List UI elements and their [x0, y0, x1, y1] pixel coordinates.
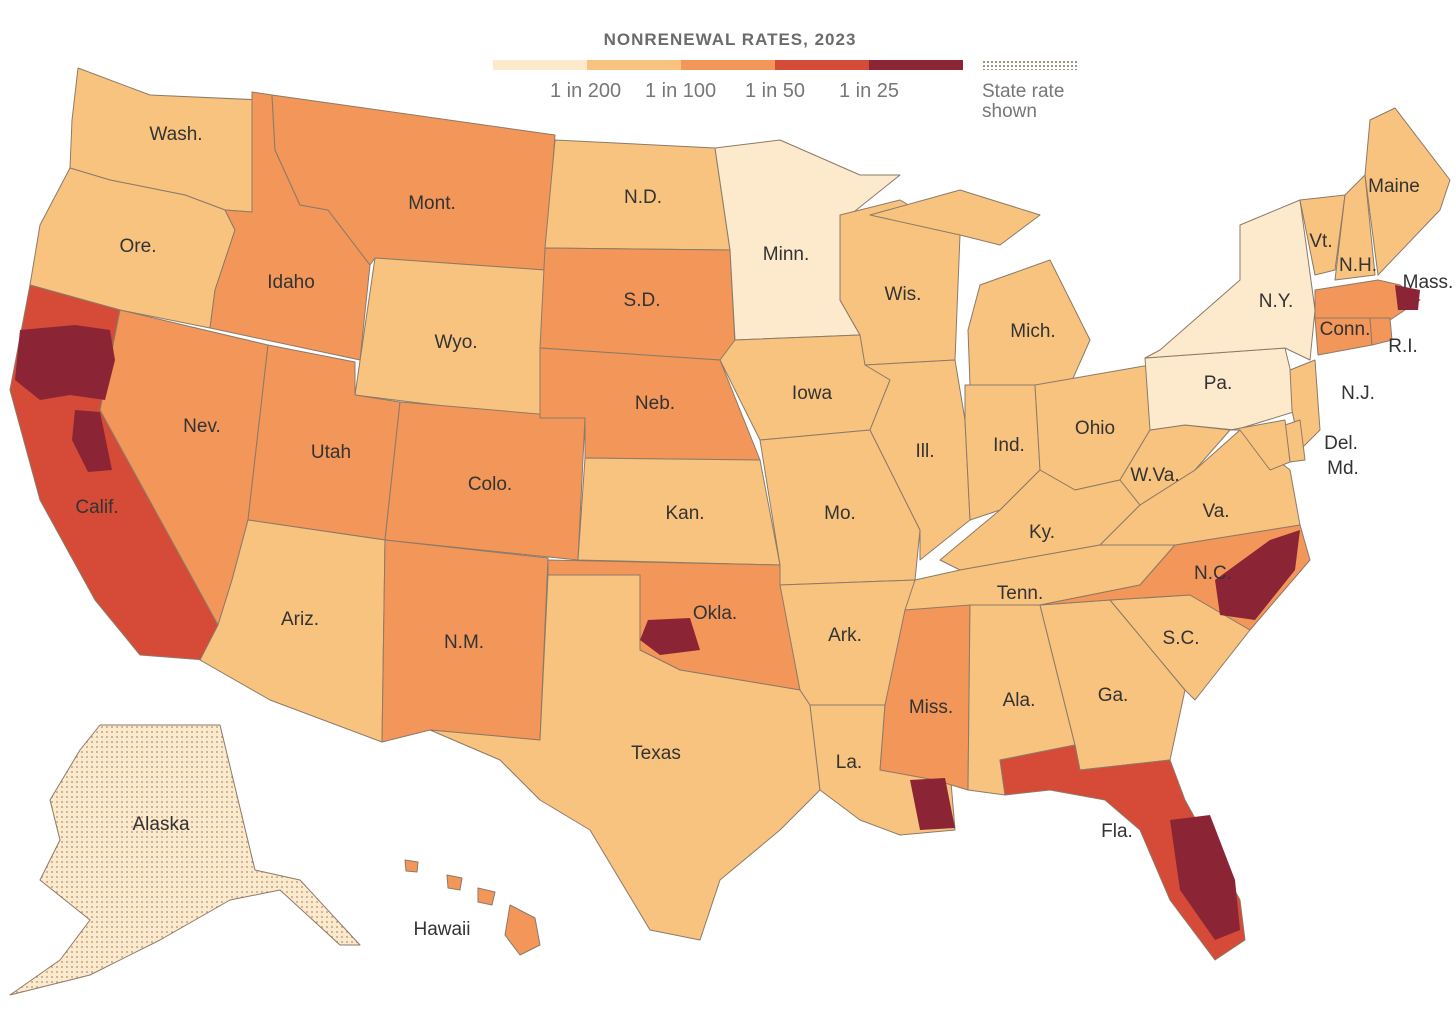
state-label-la: La. — [835, 752, 863, 773]
state-label-ariz: Ariz. — [281, 609, 319, 630]
state-label-miss: Miss. — [908, 697, 954, 718]
hotspot-calif-sierra — [72, 410, 112, 472]
state-label-md: Md. — [1327, 458, 1359, 479]
state-label-alaska: Alaska — [132, 814, 190, 835]
state-label-colo: Colo. — [467, 474, 513, 495]
legend-swatch-1 — [493, 60, 587, 70]
state-label-wyo: Wyo. — [434, 332, 478, 353]
state-label-iowa: Iowa — [791, 383, 833, 404]
state-shape-ri — [1369, 317, 1393, 346]
state-label-nd: N.D. — [624, 187, 662, 208]
state-label-vt: Vt. — [1309, 231, 1333, 252]
state-shape-hawaii-oahu — [446, 874, 463, 891]
legend-swatch-5 — [869, 60, 963, 70]
state-label-ore: Ore. — [119, 236, 157, 257]
state-label-kan: Kan. — [665, 503, 705, 524]
state-label-nev: Nev. — [183, 416, 221, 437]
state-label-pa: Pa. — [1203, 373, 1233, 394]
hotspot-okla — [640, 618, 700, 655]
state-label-okla: Okla. — [692, 603, 738, 624]
state-shape-texas — [429, 574, 821, 941]
legend-title: NONRENEWAL RATES, 2023 — [603, 30, 857, 49]
state-label-wva: W.Va. — [1130, 465, 1180, 486]
state-label-va: Va. — [1202, 501, 1230, 522]
state-label-nh: N.H. — [1339, 255, 1377, 276]
state-shape-hawaii-maui — [477, 887, 496, 906]
state-shape-ny — [1144, 199, 1316, 361]
state-label-hawaii: Hawaii — [413, 919, 471, 940]
state-shape-fla — [999, 744, 1246, 961]
state-label-ark: Ark. — [828, 625, 862, 646]
state-label-mich: Mich. — [1010, 321, 1056, 342]
state-label-nj: N.J. — [1341, 383, 1375, 404]
state-label-minn: Minn. — [762, 244, 810, 265]
state-label-mo: Mo. — [824, 503, 856, 524]
hotspot-calif-north — [15, 325, 115, 400]
state-label-ohio: Ohio — [1074, 418, 1116, 439]
state-label-neb: Neb. — [634, 393, 676, 414]
state-label-tenn: Tenn. — [996, 583, 1044, 604]
state-label-ny: N.Y. — [1258, 291, 1294, 312]
legend-tick-label: 1 in 200 — [550, 80, 622, 102]
state-label-wis: Wis. — [884, 284, 922, 305]
legend-swatch-3 — [681, 60, 775, 70]
state-label-idaho: Idaho — [267, 272, 315, 293]
hotspot-nc — [1215, 530, 1300, 620]
legend-swatch-2 — [587, 60, 681, 70]
state-label-wash: Wash. — [149, 124, 203, 145]
state-label-sd: S.D. — [623, 290, 661, 311]
state-label-conn: Conn. — [1319, 319, 1371, 340]
state-label-mass: Mass. — [1402, 272, 1454, 293]
state-shape-maine — [1364, 107, 1451, 276]
state-label-ri: R.I. — [1388, 336, 1418, 357]
hotspot-la — [910, 778, 955, 830]
state-shape-ill — [864, 359, 971, 561]
state-label-del: Del. — [1324, 433, 1358, 454]
legend-stipple-label: State rate shown — [982, 81, 1065, 122]
state-label-ill: Ill. — [915, 441, 935, 462]
hotspot-fla — [1170, 815, 1240, 940]
state-shape-hawaii-big — [504, 904, 541, 956]
state-shape-md — [1229, 419, 1291, 471]
state-label-nm: N.M. — [443, 632, 485, 653]
legend-stipple-swatch — [982, 60, 1077, 70]
state-label-ky: Ky. — [1028, 522, 1056, 543]
state-shape-vt — [1299, 194, 1346, 276]
state-shape-hawaii-kauai — [404, 859, 419, 873]
state-label-utah: Utah — [310, 442, 352, 463]
state-label-ind: Ind. — [993, 435, 1025, 456]
state-label-sc: S.C. — [1162, 628, 1200, 649]
legend-tick-label: 1 in 100 — [645, 80, 717, 102]
legend-swatch-4 — [775, 60, 869, 70]
alaska-stipple-overlay — [10, 725, 360, 995]
state-label-maine: Maine — [1368, 176, 1420, 197]
hotspot-mass — [1395, 285, 1420, 310]
state-label-ga: Ga. — [1097, 685, 1129, 706]
legend-tick-label: 1 in 50 — [745, 80, 806, 102]
state-shape-mich-upper — [869, 189, 1041, 246]
legend-tick-label: 1 in 25 — [839, 80, 900, 102]
state-shape-nh — [1334, 174, 1376, 281]
state-label-fla: Fla. — [1101, 821, 1133, 842]
state-label-mont: Mont. — [408, 193, 456, 214]
state-label-calif: Calif. — [75, 497, 119, 518]
state-label-texas: Texas — [631, 743, 681, 764]
state-label-nc: N.C. — [1194, 563, 1232, 584]
state-label-ala: Ala. — [1002, 690, 1036, 711]
